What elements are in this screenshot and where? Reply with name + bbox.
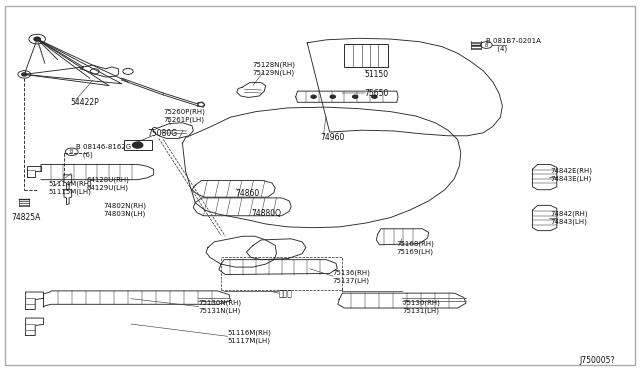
Text: 75168(RH)
75169(LH): 75168(RH) 75169(LH) [397,240,435,254]
Text: B: B [70,149,74,154]
Text: B 08146-8162G
   (6): B 08146-8162G (6) [76,144,131,158]
Text: 75130(RH)
75131(LH): 75130(RH) 75131(LH) [402,300,440,314]
Text: 74860: 74860 [236,189,260,198]
Circle shape [330,95,335,98]
Text: 75136(RH)
75137(LH): 75136(RH) 75137(LH) [333,270,371,284]
Bar [124,140,152,150]
Text: 75128N(RH)
75129N(LH): 75128N(RH) 75129N(LH) [253,62,296,76]
Text: J750005?: J750005? [580,356,615,365]
Text: 74880Q: 74880Q [252,209,282,218]
Text: B: B [484,42,488,48]
Text: 74802N(RH)
74803N(LH): 74802N(RH) 74803N(LH) [104,203,147,217]
Text: B 081B7-0201A
     (4): B 081B7-0201A (4) [486,38,541,52]
Text: 51150: 51150 [365,70,389,79]
Text: 75130N(RH)
75131N(LH): 75130N(RH) 75131N(LH) [198,300,241,314]
Circle shape [132,142,143,148]
Circle shape [353,95,358,98]
Text: 75650: 75650 [365,89,389,97]
Text: 54422P: 54422P [70,98,99,107]
Text: 51114M(RH)
51115M(LH): 51114M(RH) 51115M(LH) [48,181,92,195]
Text: 74842(RH)
74843(LH): 74842(RH) 74843(LH) [550,211,588,225]
Text: 74842E(RH)
74843E(LH): 74842E(RH) 74843E(LH) [550,168,593,182]
Circle shape [22,73,27,76]
Circle shape [34,37,40,41]
Text: 75080G: 75080G [147,129,177,138]
Text: 74825A: 74825A [12,213,41,222]
Circle shape [311,95,316,98]
Text: 75260P(RH)
75261P(LH): 75260P(RH) 75261P(LH) [163,108,205,122]
Text: 51116M(RH)
51117M(LH): 51116M(RH) 51117M(LH) [227,330,271,344]
Text: 74960: 74960 [320,133,344,142]
Bar [344,44,388,67]
Circle shape [372,95,377,98]
Text: 64128U(RH)
64129U(LH): 64128U(RH) 64129U(LH) [86,177,129,191]
Text: 未塗装: 未塗装 [278,289,292,298]
